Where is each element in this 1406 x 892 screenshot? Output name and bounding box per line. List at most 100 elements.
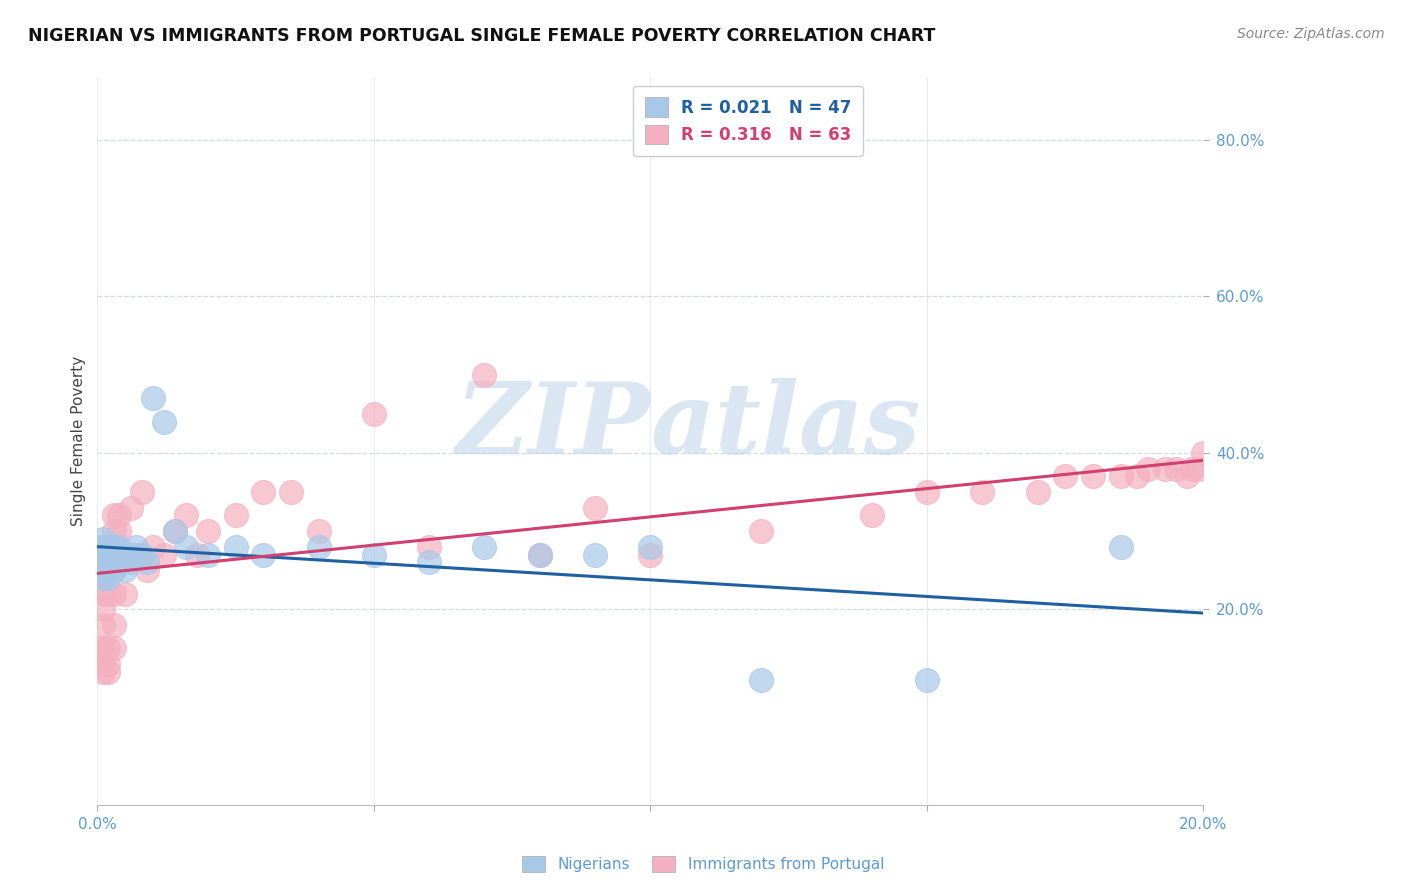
Point xyxy=(1187,461,1209,475)
Point xyxy=(97,548,120,562)
Point xyxy=(91,556,114,570)
Point xyxy=(108,540,131,554)
Point xyxy=(142,391,165,405)
Point xyxy=(91,641,114,656)
Point xyxy=(91,571,114,585)
Point xyxy=(280,485,302,500)
Point xyxy=(97,548,120,562)
Point xyxy=(97,571,120,585)
Point xyxy=(749,524,772,538)
Point xyxy=(363,548,385,562)
Point xyxy=(125,548,148,562)
Point xyxy=(103,587,125,601)
Point xyxy=(91,618,114,632)
Point xyxy=(163,524,186,538)
Point xyxy=(91,657,114,672)
Point xyxy=(97,641,120,656)
Point xyxy=(418,540,440,554)
Point xyxy=(529,548,551,562)
Legend: R = 0.021   N = 47, R = 0.316   N = 63: R = 0.021 N = 47, R = 0.316 N = 63 xyxy=(633,86,863,156)
Point xyxy=(103,508,125,523)
Point xyxy=(308,540,330,554)
Point xyxy=(97,563,120,577)
Point xyxy=(114,563,136,577)
Point xyxy=(114,548,136,562)
Point xyxy=(225,540,247,554)
Point xyxy=(131,485,153,500)
Point xyxy=(418,556,440,570)
Point xyxy=(103,540,125,554)
Point xyxy=(125,540,148,554)
Point xyxy=(915,485,938,500)
Point xyxy=(225,508,247,523)
Point xyxy=(142,540,165,554)
Point xyxy=(97,587,120,601)
Point xyxy=(186,548,208,562)
Point xyxy=(529,548,551,562)
Point xyxy=(114,587,136,601)
Y-axis label: Single Female Poverty: Single Female Poverty xyxy=(72,356,86,526)
Point xyxy=(91,587,114,601)
Point xyxy=(972,485,994,500)
Point xyxy=(91,563,114,577)
Point xyxy=(97,540,120,554)
Text: NIGERIAN VS IMMIGRANTS FROM PORTUGAL SINGLE FEMALE POVERTY CORRELATION CHART: NIGERIAN VS IMMIGRANTS FROM PORTUGAL SIN… xyxy=(28,27,935,45)
Point xyxy=(91,665,114,679)
Point xyxy=(120,548,142,562)
Point xyxy=(91,532,114,546)
Point xyxy=(91,641,114,656)
Point xyxy=(120,556,142,570)
Point xyxy=(97,540,120,554)
Point xyxy=(640,548,662,562)
Point xyxy=(252,548,274,562)
Point xyxy=(308,524,330,538)
Point xyxy=(1153,461,1175,475)
Point xyxy=(363,407,385,421)
Point xyxy=(1137,461,1160,475)
Point xyxy=(1126,469,1149,483)
Point xyxy=(1164,461,1187,475)
Point xyxy=(136,563,159,577)
Point xyxy=(103,548,125,562)
Point xyxy=(91,556,114,570)
Point xyxy=(1181,461,1204,475)
Point xyxy=(163,524,186,538)
Point xyxy=(108,508,131,523)
Point xyxy=(1109,469,1132,483)
Point xyxy=(114,548,136,562)
Point xyxy=(1192,446,1215,460)
Point xyxy=(91,602,114,616)
Text: Source: ZipAtlas.com: Source: ZipAtlas.com xyxy=(1237,27,1385,41)
Point xyxy=(1109,540,1132,554)
Point xyxy=(1054,469,1077,483)
Point xyxy=(1175,469,1198,483)
Point xyxy=(103,524,125,538)
Legend: Nigerians, Immigrants from Portugal: Nigerians, Immigrants from Portugal xyxy=(515,848,891,880)
Point xyxy=(474,540,496,554)
Point xyxy=(108,548,131,562)
Point xyxy=(91,540,114,554)
Point xyxy=(174,540,197,554)
Point xyxy=(108,548,131,562)
Point xyxy=(152,548,174,562)
Point xyxy=(1081,469,1104,483)
Point xyxy=(103,641,125,656)
Point xyxy=(103,618,125,632)
Point xyxy=(174,508,197,523)
Point xyxy=(97,665,120,679)
Point xyxy=(131,548,153,562)
Point xyxy=(108,556,131,570)
Point xyxy=(103,548,125,562)
Point xyxy=(120,500,142,515)
Point xyxy=(252,485,274,500)
Point xyxy=(136,556,159,570)
Point xyxy=(103,563,125,577)
Point xyxy=(474,368,496,382)
Point xyxy=(97,657,120,672)
Point xyxy=(97,548,120,562)
Point xyxy=(860,508,883,523)
Point xyxy=(108,524,131,538)
Point xyxy=(640,540,662,554)
Text: ZIP: ZIP xyxy=(456,378,651,475)
Point xyxy=(91,563,114,577)
